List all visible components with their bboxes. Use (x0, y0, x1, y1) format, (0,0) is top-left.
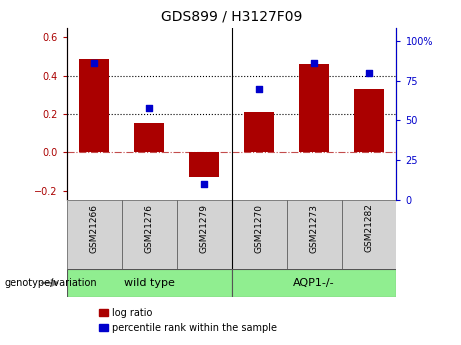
Text: GSM21273: GSM21273 (309, 204, 319, 253)
Bar (299, 64, 329, 152)
Bar (354, 89, 384, 152)
Text: AQP1-/-: AQP1-/- (293, 278, 335, 288)
Text: GSM21279: GSM21279 (200, 204, 209, 253)
Bar (67, 269, 231, 297)
Point (310, 60, 318, 66)
Bar (342, 200, 396, 269)
Bar (189, 152, 219, 177)
Text: wild type: wild type (124, 278, 175, 288)
Point (255, 86, 263, 91)
Title: GDS899 / H3127F09: GDS899 / H3127F09 (161, 10, 302, 24)
Text: GSM21270: GSM21270 (254, 204, 264, 253)
Text: GSM21282: GSM21282 (365, 204, 373, 253)
Bar (177, 200, 231, 269)
Text: GSM21266: GSM21266 (90, 204, 99, 253)
Bar (244, 112, 274, 152)
Bar (67, 200, 122, 269)
Text: genotype/variation: genotype/variation (5, 278, 97, 288)
Bar (287, 200, 342, 269)
Bar (231, 200, 287, 269)
Bar (79, 59, 109, 152)
Bar (134, 124, 165, 152)
Bar (122, 200, 177, 269)
Point (146, 105, 153, 110)
Text: GSM21276: GSM21276 (145, 204, 154, 253)
Point (201, 181, 208, 187)
Bar (231, 269, 396, 297)
Point (365, 70, 372, 76)
Legend: log ratio, percentile rank within the sample: log ratio, percentile rank within the sa… (95, 304, 281, 337)
Point (91, 60, 98, 66)
